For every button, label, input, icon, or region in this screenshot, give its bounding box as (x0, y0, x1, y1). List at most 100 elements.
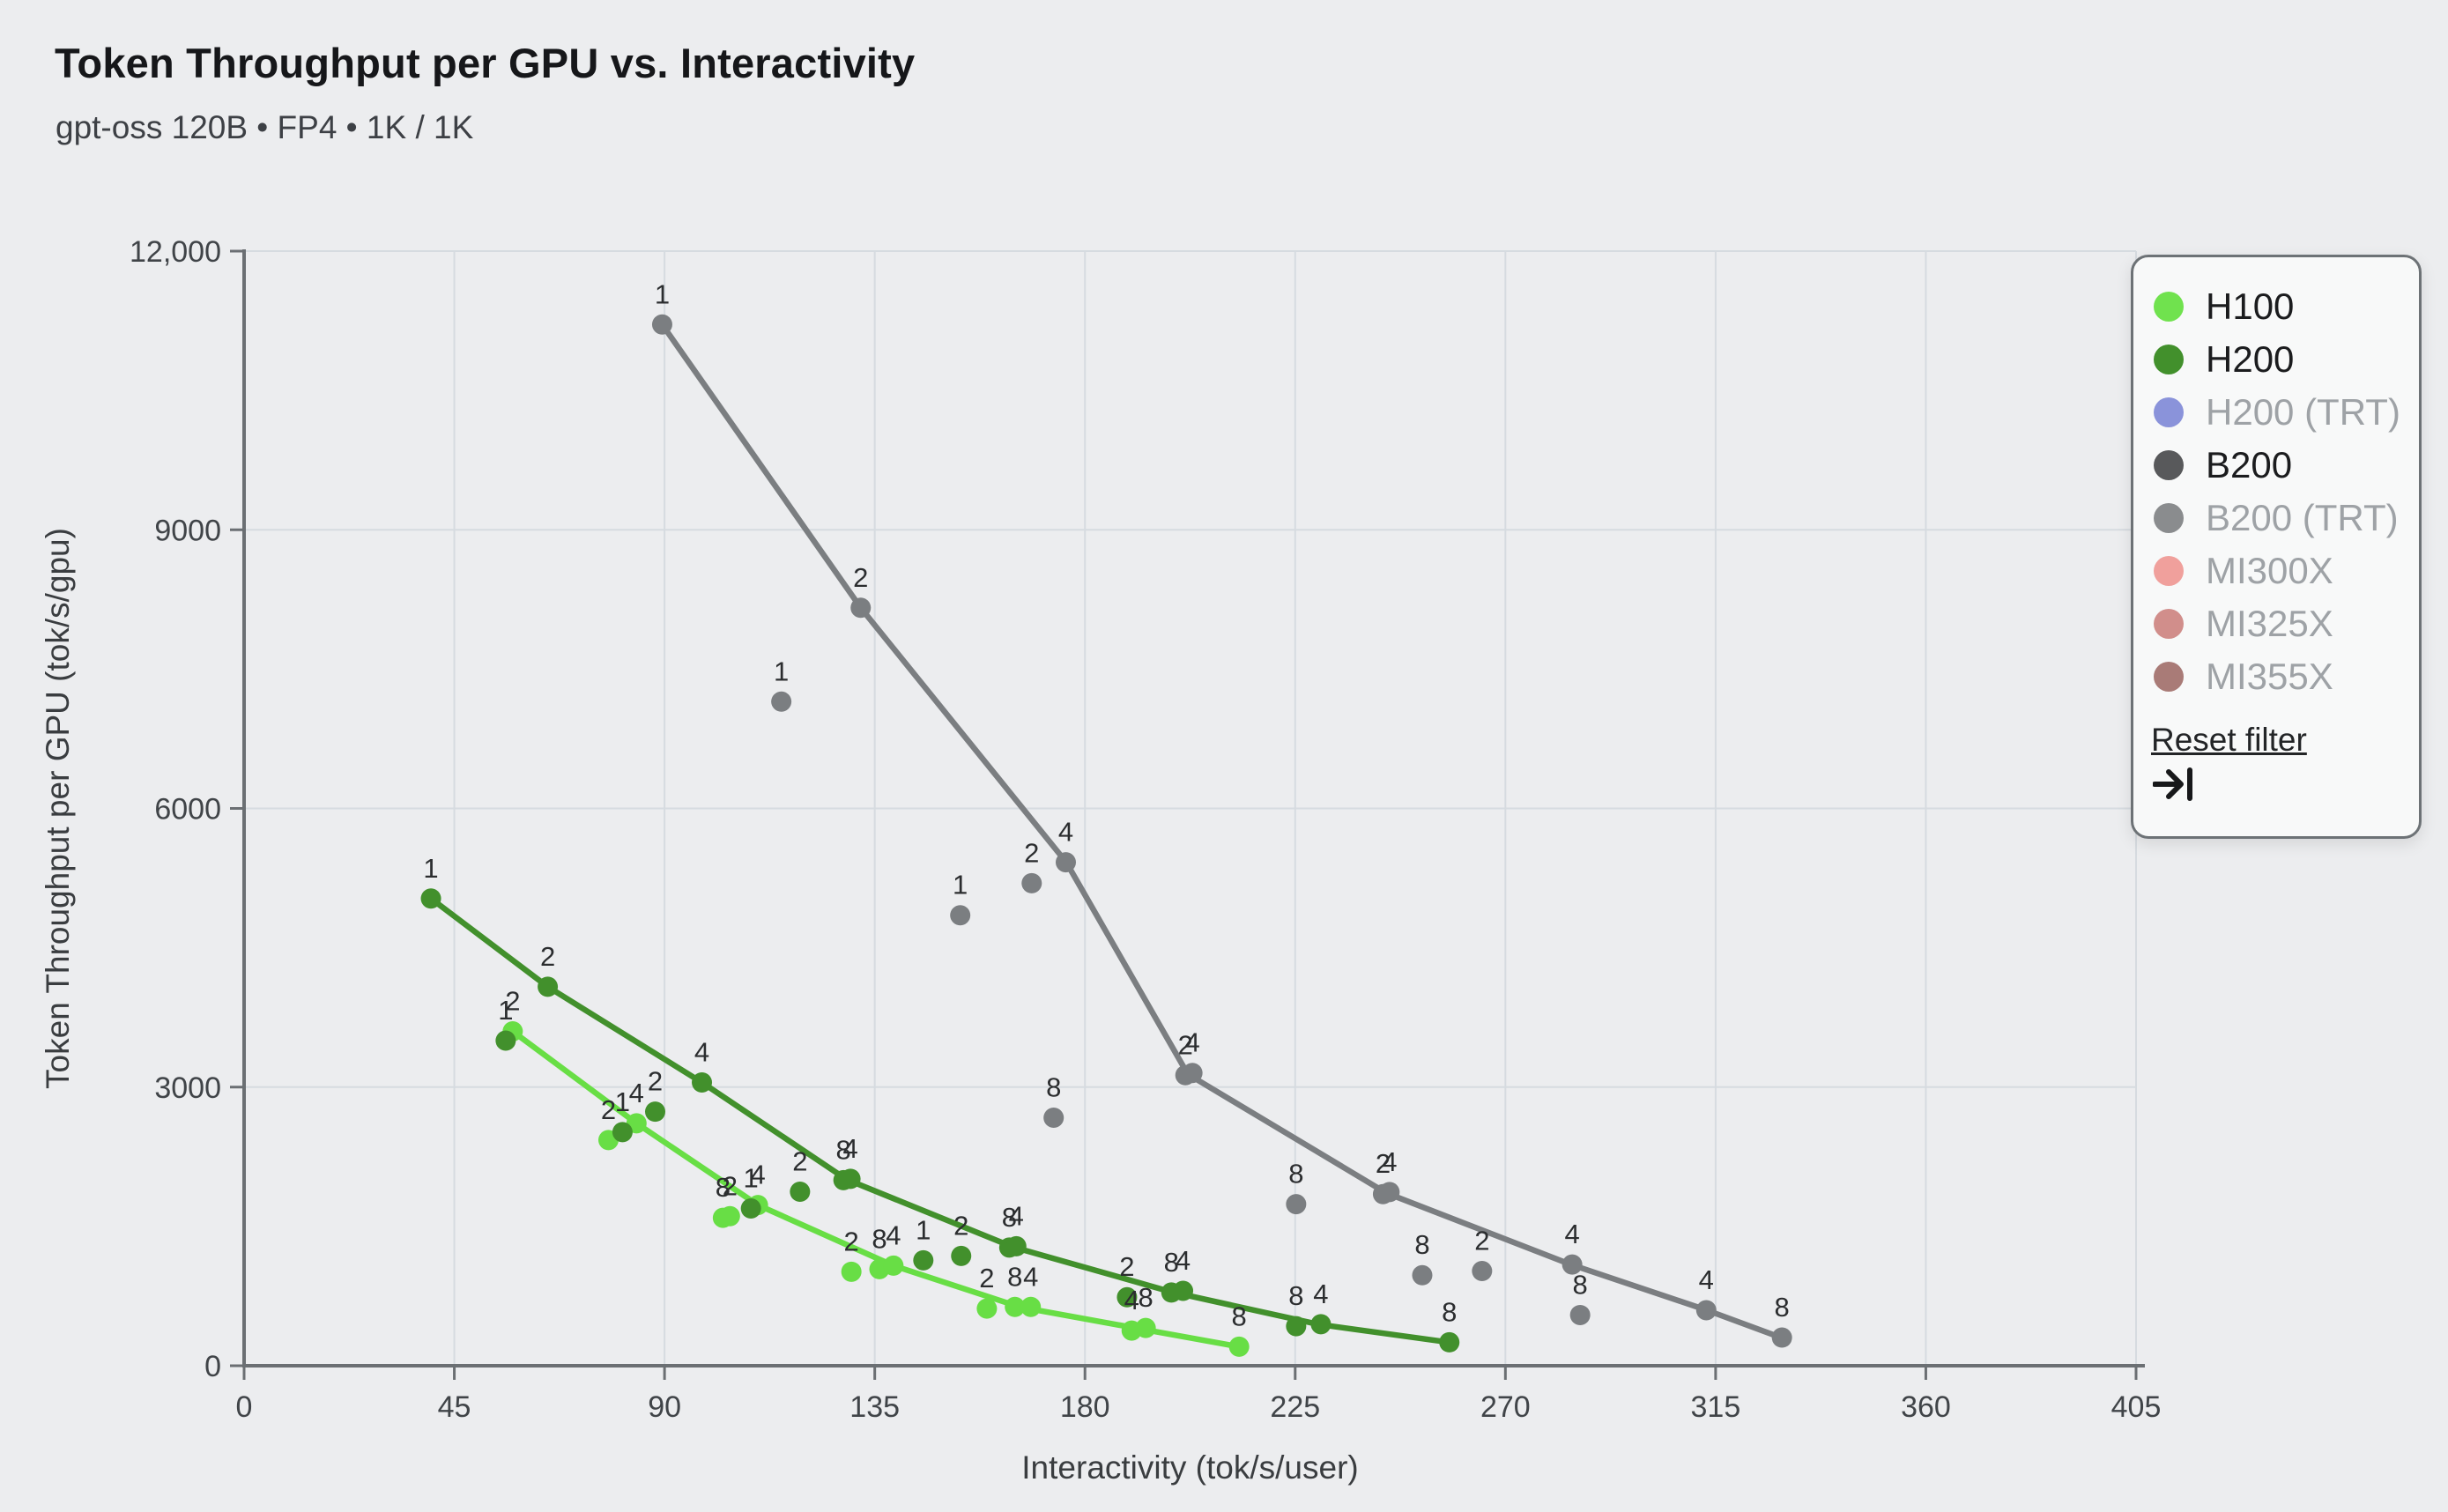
point-label: 1 (615, 1086, 630, 1117)
data-point-h200[interactable] (420, 888, 441, 909)
data-point-h200[interactable] (913, 1249, 934, 1271)
point-label: 4 (1023, 1261, 1038, 1292)
point-label: 8 (1442, 1296, 1457, 1327)
reset-filter-link[interactable]: Reset filter (2151, 722, 2307, 758)
legend-item-label: B200 (2206, 444, 2293, 485)
data-point-h200[interactable] (1310, 1314, 1332, 1335)
x-tick-label: 270 (1480, 1390, 1531, 1424)
page-title: Token Throughput per GPU vs. Interactivi… (55, 40, 916, 86)
x-tick-label: 225 (1270, 1390, 1320, 1424)
data-point-h200[interactable] (740, 1198, 761, 1219)
data-point-b200[interactable] (1412, 1264, 1433, 1286)
data-point-b200[interactable] (1771, 1327, 1792, 1348)
data-point-h100[interactable] (1005, 1296, 1026, 1317)
legend-item-label: MI355X (2206, 656, 2333, 697)
data-point-b200[interactable] (771, 691, 792, 712)
point-label: 8 (1139, 1282, 1154, 1313)
data-point-h200[interactable] (1005, 1235, 1027, 1256)
data-point-b200[interactable] (1021, 872, 1042, 893)
x-tick-label: 0 (236, 1390, 253, 1424)
data-point-h100[interactable] (1228, 1336, 1250, 1357)
point-label: 8 (1288, 1280, 1303, 1311)
data-point-h200[interactable] (495, 1030, 516, 1051)
data-point-h200[interactable] (538, 976, 559, 997)
data-point-h200[interactable] (645, 1101, 666, 1123)
data-point-h200[interactable] (951, 1245, 972, 1266)
series-color-dot (2154, 556, 2184, 586)
data-point-b200[interactable] (950, 905, 971, 926)
legend-panel: H100 H200 H200 (TRT) B200 B200 (TRT) MI3… (2131, 255, 2422, 839)
legend-item-label: H100 (2206, 285, 2295, 327)
legend-item-h200-trt[interactable]: H200 (TRT) (2133, 386, 2419, 439)
data-point-h100[interactable] (719, 1205, 740, 1227)
legend-item-mi325x[interactable]: MI325X (2133, 597, 2419, 650)
point-label: 8 (716, 1172, 731, 1203)
point-label: 4 (1124, 1285, 1139, 1316)
point-label: 1 (498, 995, 513, 1026)
data-point-h200[interactable] (612, 1122, 633, 1143)
point-label: 4 (751, 1160, 766, 1190)
point-label: 4 (694, 1036, 709, 1067)
data-point-h200[interactable] (790, 1182, 811, 1203)
point-label: 4 (886, 1219, 901, 1250)
data-point-b200[interactable] (1379, 1182, 1400, 1203)
data-point-b200[interactable] (1562, 1254, 1583, 1275)
point-label: 1 (916, 1214, 931, 1245)
point-label: 4 (1382, 1146, 1397, 1177)
legend-item-b200[interactable]: B200 (2133, 439, 2419, 492)
x-axis-title: Interactivity (tok/s/user) (1021, 1449, 1358, 1486)
data-point-h100[interactable] (1020, 1296, 1042, 1317)
legend-item-b200-trt[interactable]: B200 (TRT) (2133, 492, 2419, 545)
point-label: 2 (1474, 1225, 1489, 1256)
data-point-b200[interactable] (1569, 1304, 1591, 1325)
data-point-b200[interactable] (1472, 1260, 1493, 1281)
point-label: 4 (1185, 1027, 1200, 1058)
data-point-h200[interactable] (692, 1071, 713, 1093)
data-point-b200[interactable] (1695, 1300, 1717, 1321)
point-label: 2 (505, 986, 520, 1017)
data-point-h100[interactable] (976, 1298, 998, 1319)
point-label: 2 (979, 1263, 994, 1293)
data-point-b200[interactable] (1182, 1063, 1203, 1084)
series-color-dot (2154, 450, 2184, 480)
data-point-b200[interactable] (850, 597, 872, 619)
y-tick-label: 6000 (154, 793, 221, 826)
series-color-dot (2154, 345, 2184, 374)
point-label: 2 (853, 562, 868, 593)
legend-item-h200[interactable]: H200 (2133, 333, 2419, 386)
legend-item-h100[interactable]: H100 (2133, 280, 2419, 333)
data-point-h200[interactable] (1173, 1280, 1194, 1301)
arrow-to-bar-icon[interactable] (2153, 765, 2195, 804)
data-point-b200[interactable] (651, 314, 672, 335)
series-color-dot (2154, 503, 2184, 533)
legend-item-label: B200 (TRT) (2206, 497, 2399, 538)
x-tick-label: 360 (1901, 1390, 1951, 1424)
point-label: 8 (1232, 1301, 1247, 1331)
x-tick-label: 180 (1060, 1390, 1110, 1424)
data-point-h200[interactable] (1286, 1316, 1307, 1337)
point-label: 8 (1288, 1159, 1303, 1190)
y-tick-label: 12,000 (130, 235, 221, 269)
data-point-h200[interactable] (1439, 1331, 1460, 1353)
point-label: 1 (744, 1163, 759, 1194)
point-label: 2 (601, 1094, 616, 1125)
point-label: 2 (844, 1226, 859, 1256)
data-point-h100[interactable] (883, 1255, 904, 1276)
point-label: 4 (629, 1078, 644, 1108)
data-point-b200[interactable] (1055, 852, 1076, 873)
point-label: 8 (1007, 1261, 1022, 1292)
x-tick-label: 90 (648, 1390, 681, 1424)
point-label: 1 (423, 853, 438, 884)
data-point-b200[interactable] (1043, 1108, 1065, 1129)
data-point-h200[interactable] (840, 1168, 861, 1190)
data-point-b200[interactable] (1286, 1194, 1307, 1215)
data-point-h100[interactable] (1135, 1317, 1156, 1338)
data-point-h100[interactable] (841, 1261, 862, 1282)
y-axis-title: Token Throughput per GPU (tok/s/gpu) (40, 528, 76, 1089)
point-label: 4 (1313, 1279, 1328, 1309)
point-label: 4 (1699, 1264, 1714, 1295)
legend-item-mi300x[interactable]: MI300X (2133, 545, 2419, 597)
data-point-h200[interactable] (1116, 1286, 1138, 1308)
legend-item-mi355x[interactable]: MI355X (2133, 650, 2419, 703)
point-label: 2 (723, 1170, 738, 1201)
